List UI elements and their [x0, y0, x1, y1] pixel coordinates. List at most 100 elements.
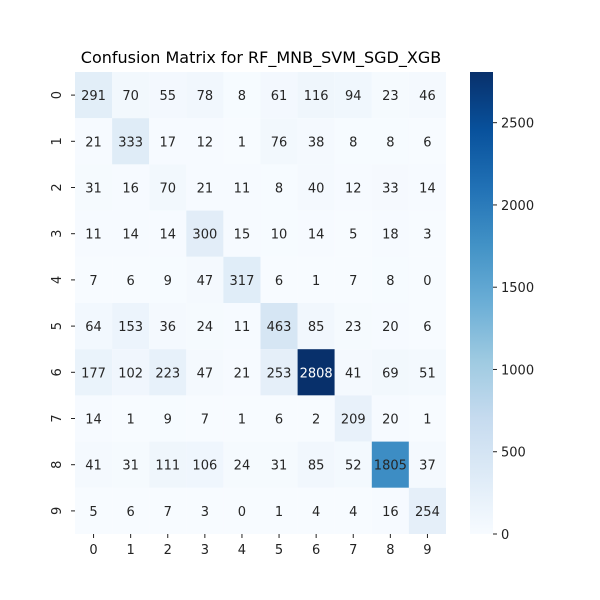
heatmap-cell: [112, 72, 150, 119]
heatmap-cell: [408, 210, 446, 257]
cell-value-label: 1: [312, 274, 320, 289]
heatmap-cell: [408, 441, 446, 488]
colorbar: [470, 72, 493, 534]
heatmap-cell: [408, 72, 446, 119]
heatmap-cell: [260, 349, 298, 396]
y-tick-label: 4: [50, 276, 65, 284]
cell-value-label: 5: [89, 505, 97, 520]
x-tick-label: 2: [164, 543, 172, 558]
cell-value-label: 40: [308, 182, 325, 197]
heatmap-cell: [186, 256, 224, 303]
heatmap-cell: [371, 349, 409, 396]
heatmap-cell: [112, 256, 150, 303]
x-tick-label: 8: [386, 543, 394, 558]
heatmap-cell: [149, 118, 187, 165]
heatmap-cell: [371, 441, 409, 488]
heatmap-cell: [371, 395, 409, 442]
heatmap-cell: [260, 72, 298, 119]
cell-value-label: 209: [341, 413, 366, 428]
cell-value-label: 85: [308, 459, 325, 474]
heatmap-cell: [297, 164, 335, 211]
heatmap-cell: [334, 164, 372, 211]
colorbar-tick-label: 2500: [501, 117, 534, 132]
heatmap-cell: [260, 441, 298, 488]
colorbar-tick-label: 2000: [501, 199, 534, 214]
heatmap-cell: [334, 441, 372, 488]
cell-value-label: 31: [122, 459, 139, 474]
heatmap-cell: [186, 395, 224, 442]
heatmap-cell: [75, 395, 113, 442]
cell-value-label: 24: [234, 459, 251, 474]
cell-value-label: 61: [271, 89, 288, 104]
cell-value-label: 6: [275, 274, 283, 289]
cell-value-label: 4: [312, 505, 320, 520]
x-tick-label: 6: [312, 543, 320, 558]
heatmap-cell: [149, 72, 187, 119]
cell-value-label: 38: [308, 135, 325, 150]
cell-value-label: 14: [419, 182, 436, 197]
heatmap-cell: [149, 256, 187, 303]
heatmap-cell: [408, 164, 446, 211]
heatmap-cell: [371, 256, 409, 303]
cell-value-label: 8: [275, 182, 283, 197]
cell-value-label: 11: [85, 228, 102, 243]
heatmap-cell: [223, 349, 261, 396]
y-axis-ticks: 0 1 2 3 4 5 6 7 8 9: [50, 91, 75, 515]
heatmap-cell: [297, 441, 335, 488]
cell-value-label: 14: [308, 228, 325, 243]
cell-value-label: 76: [271, 135, 288, 150]
heatmap-cell: [223, 441, 261, 488]
cell-value-label: 52: [345, 459, 362, 474]
cell-value-label: 8: [238, 89, 246, 104]
heatmap-cell: [75, 72, 113, 119]
heatmap-cell: [112, 349, 150, 396]
heatmap-cell: [297, 210, 335, 257]
cell-value-label: 12: [345, 182, 362, 197]
cell-value-label: 14: [159, 228, 176, 243]
cell-value-label: 37: [419, 459, 436, 474]
heatmap-cell: [186, 349, 224, 396]
heatmap-cell: [371, 72, 409, 119]
cell-value-label: 11: [234, 320, 251, 335]
heatmap-cell: [334, 303, 372, 350]
heatmap-cell: [371, 487, 409, 534]
heatmap-cell: [223, 256, 261, 303]
cell-value-label: 111: [155, 459, 180, 474]
y-tick-label: 3: [50, 230, 65, 238]
heatmap-cell: [371, 303, 409, 350]
heatmap-cell: [75, 164, 113, 211]
cell-value-label: 300: [192, 228, 217, 243]
cell-value-label: 23: [382, 89, 399, 104]
cell-value-label: 1: [238, 135, 246, 150]
y-tick-label: 9: [50, 507, 65, 515]
cell-value-label: 463: [267, 320, 292, 335]
colorbar-ticks: 0 500 1000 1500 2000 2500: [493, 117, 534, 543]
cell-value-label: 1: [127, 413, 135, 428]
cell-value-label: 14: [122, 228, 139, 243]
x-tick-label: 5: [275, 543, 283, 558]
heatmap-cell: [408, 118, 446, 165]
heatmap-cell: [186, 441, 224, 488]
heatmap-cell: [297, 395, 335, 442]
heatmap-cell: [149, 164, 187, 211]
heatmap-cell: [223, 487, 261, 534]
heatmap-cell: [408, 487, 446, 534]
heatmap-cell: [223, 118, 261, 165]
cell-value-label: 1: [238, 413, 246, 428]
cell-value-label: 0: [423, 274, 431, 289]
cell-value-label: 2808: [300, 366, 333, 381]
heatmap-cell: [149, 395, 187, 442]
cell-value-label: 291: [81, 89, 106, 104]
x-axis-ticks: 0 1 2 3 4 5 6 7 8 9: [89, 534, 432, 558]
cell-value-label: 33: [382, 182, 399, 197]
cell-value-label: 70: [122, 89, 139, 104]
heatmap-cell: [223, 164, 261, 211]
heatmap-cell: [371, 210, 409, 257]
cell-value-label: 47: [197, 274, 214, 289]
cell-value-label: 254: [415, 505, 440, 520]
colorbar-tick-label: 1500: [501, 281, 534, 296]
heatmap-cell: [223, 210, 261, 257]
heatmap-cell: [260, 210, 298, 257]
heatmap-cell: [186, 303, 224, 350]
heatmap-cell: [112, 395, 150, 442]
